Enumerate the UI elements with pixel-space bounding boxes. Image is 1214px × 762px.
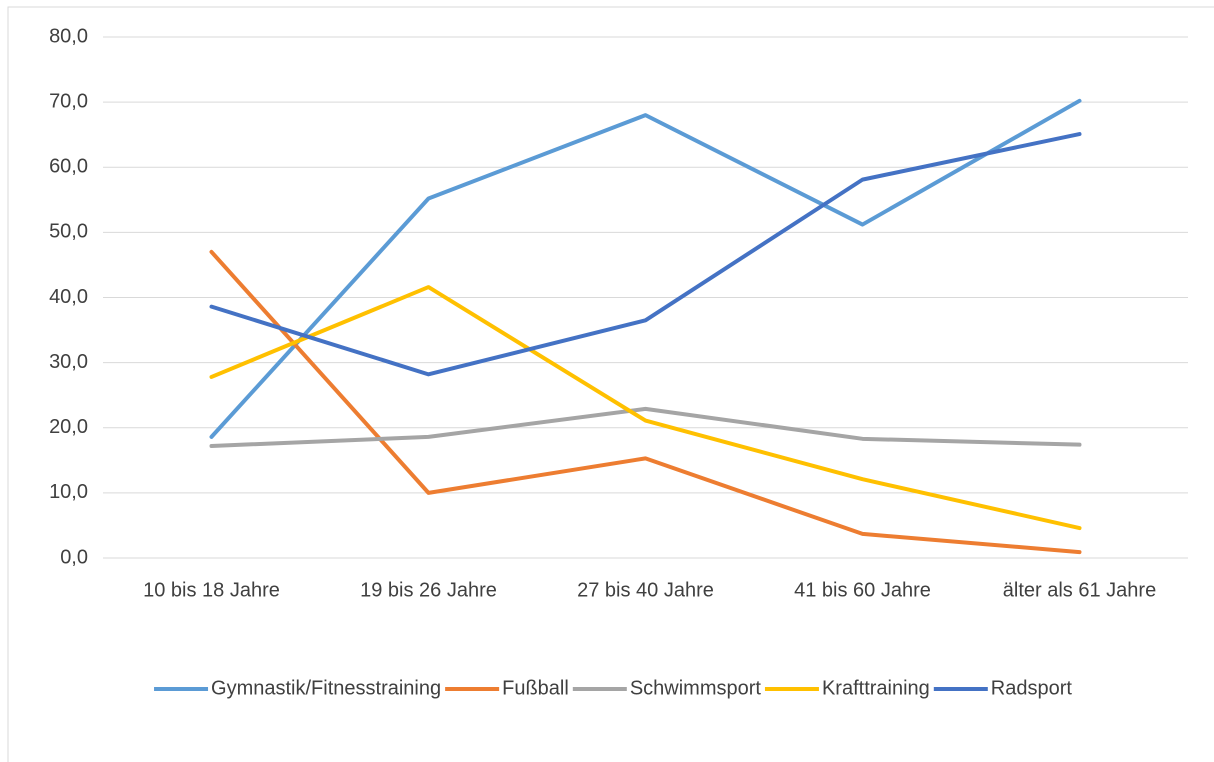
y-tick-label: 30,0 (49, 351, 88, 373)
chart-border (7, 6, 1214, 762)
data-line (209, 285, 1082, 531)
legend-label: Schwimmsport (630, 677, 762, 699)
legend-label: Fußball (502, 677, 569, 699)
y-tick-label: 50,0 (49, 221, 88, 243)
y-tick-label: 0,0 (60, 546, 88, 568)
x-tick-label: 27 bis 40 Jahre (577, 579, 714, 601)
data-line (209, 406, 1082, 448)
y-tick-label: 40,0 (49, 286, 88, 308)
legend-label: Radsport (991, 677, 1073, 699)
x-tick-label: 41 bis 60 Jahre (794, 579, 931, 601)
x-tick-label: 19 bis 26 Jahre (360, 579, 497, 601)
y-tick-label: 60,0 (49, 156, 88, 178)
y-tick-label: 80,0 (49, 25, 88, 47)
legend-label: Krafttraining (822, 677, 930, 699)
y-tick-label: 20,0 (49, 416, 88, 438)
data-line (209, 132, 1082, 377)
y-tick-label: 10,0 (49, 481, 88, 503)
data-line (209, 98, 1082, 439)
x-tick-label: älter als 61 Jahre (1003, 579, 1156, 601)
data-line (209, 249, 1082, 555)
legend-label: Gymnastik/Fitnesstraining (211, 677, 441, 699)
x-tick-label: 10 bis 18 Jahre (143, 579, 280, 601)
y-tick-label: 70,0 (49, 90, 88, 112)
